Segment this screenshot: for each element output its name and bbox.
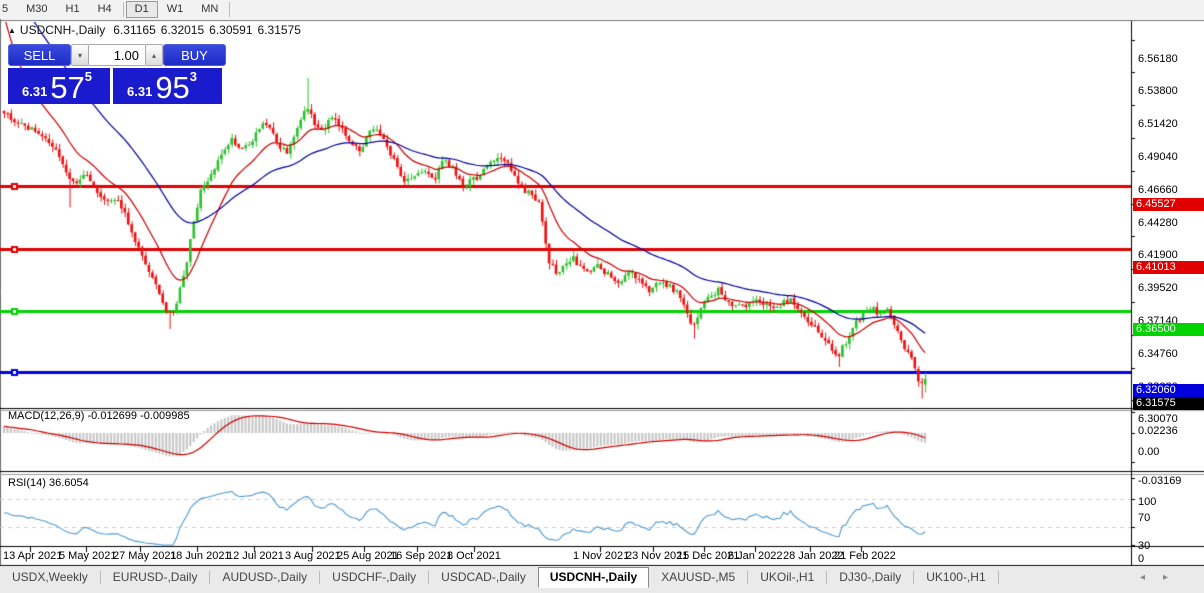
tab-scroll-right-icon[interactable]: ▸ (1162, 572, 1186, 583)
timeframe-toolbar: 5 M30 H1 H4 D1 W1 MN (0, 0, 1204, 20)
date-axis-label: 3 Aug 2021 (285, 550, 341, 562)
level-price-badge: 6.32060 (1133, 384, 1204, 398)
buy-price-prefix: 6.31 (127, 84, 153, 99)
buy-price-display[interactable]: 6.31 95 3 (113, 68, 222, 104)
rsi-name: RSI(14) (8, 477, 46, 489)
rsi-indicator-label: RSI(14) 36.6054 (8, 477, 89, 489)
level-price-badge: 6.45527 (1133, 198, 1204, 212)
buy-button[interactable]: BUY (163, 44, 226, 66)
timeframe-h1[interactable]: H1 (65, 3, 80, 15)
ohlc-low: 6.30591 (209, 23, 253, 37)
level-price-badge: 6.41013 (1133, 260, 1204, 274)
date-axis-label: 8 Oct 2021 (447, 550, 501, 562)
date-axis-label: 27 May 2021 (113, 550, 177, 562)
volume-input[interactable] (89, 44, 145, 66)
chart-title: ▲ USDCNH-,Daily 6.31165 6.32015 6.30591 6.315… (8, 23, 306, 37)
volume-decrease-button[interactable]: ▾ (71, 44, 89, 66)
date-axis-label: 15 Dec 2021 (677, 550, 740, 562)
volume-increase-button[interactable]: ▴ (145, 44, 163, 66)
date-axis-label: 23 Nov 2021 (626, 550, 689, 562)
date-axis-label: 25 Aug 2021 (337, 550, 399, 562)
sell-price-digits: 57 (50, 70, 85, 105)
date-axis-label: 28 Jan 2022 (783, 550, 844, 562)
macd-name: MACD(12,26,9) (8, 410, 85, 422)
date-axis-label: 5 May 2021 (59, 550, 117, 562)
date-axis-label: 21 Feb 2022 (834, 550, 896, 562)
triangle-up-icon: ▴ (151, 50, 156, 60)
sell-button[interactable]: SELL (8, 44, 71, 66)
tab-usdx-weekly[interactable]: USDX,Weekly (12, 570, 88, 584)
timeframe-h4[interactable]: H4 (97, 3, 112, 15)
date-axis-label: 1 Nov 2021 (573, 550, 630, 562)
chart-symbol-label: USDCNH-,Daily (19, 23, 106, 37)
triangle-down-icon: ▾ (77, 50, 82, 60)
tab-uk100-h1[interactable]: UK100-,H1 (926, 570, 986, 584)
ohlc-open: 6.31165 (113, 23, 156, 37)
price-axis-label: 6.30070 (1138, 412, 1178, 425)
timeframe-mn[interactable]: MN (201, 3, 219, 15)
buy-price-pip: 3 (189, 69, 198, 84)
date-axis-label: 18 Jun 2021 (170, 550, 231, 562)
tab-usdchf-daily[interactable]: USDCHF-,Daily (332, 570, 417, 584)
rsi-axis-label: 0 (1138, 553, 1145, 565)
timeframe-d1[interactable]: D1 (125, 1, 158, 18)
tab-scroll-left-icon[interactable]: ◂ (1139, 572, 1163, 583)
tab-scroll-arrows: ◂▸ (1140, 572, 1186, 583)
tab-eurusd-daily[interactable]: EURUSD-,Daily (112, 570, 198, 584)
level-price-badge: 6.36500 (1133, 322, 1204, 336)
rsi-axis-label: 30 (1138, 540, 1151, 552)
price-axis-label: 6.39520 (1138, 282, 1178, 295)
tab-xauusd-m5[interactable]: XAUUSD-,M5 (661, 570, 736, 584)
ohlc-high: 6.32015 (160, 23, 205, 37)
macd-axis-label: 0.02236 (1138, 425, 1178, 438)
macd-indicator-label: MACD(12,26,9) -0.012699 -0.009985 (8, 410, 190, 422)
timeframe-m30[interactable]: M30 (26, 3, 48, 15)
price-axis-label: 6.51420 (1138, 118, 1178, 131)
price-chart-canvas[interactable] (0, 19, 1204, 567)
collapse-chart-icon[interactable]: ▲ (8, 26, 16, 35)
date-axis-label: 16 Sep 2021 (390, 550, 453, 562)
timeframe-5[interactable]: 5 (2, 3, 9, 15)
sell-price-pip: 5 (84, 69, 93, 84)
timeframe-w1[interactable]: W1 (166, 3, 184, 15)
rsi-axis-label: 100 (1138, 496, 1157, 508)
chart-window: ▲ USDCNH-,Daily 6.31165 6.32015 6.30591 6.315… (0, 19, 1204, 567)
price-axis-label: 6.56180 (1138, 52, 1178, 65)
date-axis-label: 12 Jul 2021 (227, 550, 284, 562)
macd-axis-label: 0.00 (1138, 446, 1160, 458)
current-price-badge: 6.31575 (1133, 396, 1204, 410)
rsi-value: 36.6054 (48, 477, 89, 489)
price-axis-label: 6.46660 (1138, 183, 1178, 196)
price-axis-label: 6.34760 (1138, 347, 1178, 360)
price-axis-label: 6.53800 (1138, 85, 1178, 98)
sell-price-prefix: 6.31 (22, 84, 48, 99)
ohlc-close: 6.31575 (257, 23, 301, 37)
tab-ukoil-h1[interactable]: UKOil-,H1 (760, 570, 815, 584)
macd-values: -0.012699 -0.009985 (87, 410, 190, 422)
tab-audusd-daily[interactable]: AUDUSD-,Daily (222, 570, 308, 584)
tab-usdcnh-daily[interactable]: USDCNH-,Daily (537, 567, 650, 588)
rsi-axis-label: 70 (1138, 512, 1151, 524)
tab-dj30-daily[interactable]: DJ30-,Daily (839, 570, 902, 584)
date-axis-label: 6 Jan 2022 (728, 550, 783, 562)
date-axis-label: 13 Apr 2021 (3, 550, 63, 562)
tab-usdcad-daily[interactable]: USDCAD-,Daily (441, 570, 526, 584)
buy-price-digits: 95 (155, 70, 190, 105)
price-axis-label: 6.44280 (1138, 216, 1178, 229)
macd-axis-label: -0.03169 (1138, 475, 1182, 488)
price-axis-label: 6.41900 (1138, 249, 1178, 262)
price-axis-label: 6.49040 (1138, 151, 1178, 163)
sell-price-display[interactable]: 6.31 57 5 (8, 68, 110, 104)
chart-tab-bar: USDX,Weekly EURUSD-,Daily AUDUSD-,Daily USD… (0, 567, 1204, 593)
